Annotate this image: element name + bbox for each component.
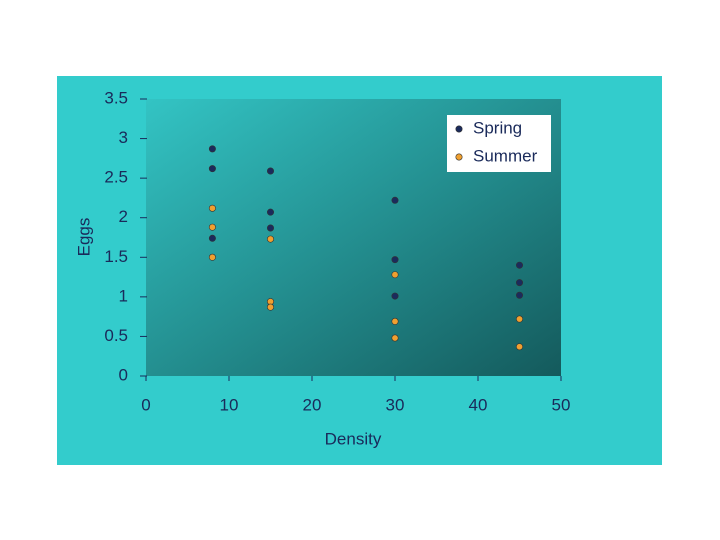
data-point bbox=[391, 334, 399, 342]
data-point bbox=[391, 292, 399, 300]
y-tick-label: 1 bbox=[119, 286, 128, 305]
y-tick-label: 0.5 bbox=[104, 326, 128, 345]
data-point bbox=[391, 271, 399, 279]
y-tick-label: 2.5 bbox=[104, 168, 128, 187]
y-tick-label: 1.5 bbox=[104, 247, 128, 266]
data-point bbox=[391, 256, 399, 264]
data-point bbox=[515, 291, 523, 299]
x-tick-label: 10 bbox=[220, 395, 239, 414]
data-point bbox=[208, 253, 216, 261]
legend-marker bbox=[455, 125, 463, 133]
x-tick-label: 0 bbox=[141, 395, 150, 414]
data-point bbox=[208, 204, 216, 212]
legend-box bbox=[447, 115, 551, 172]
data-point bbox=[515, 279, 523, 287]
data-point bbox=[266, 303, 274, 311]
data-point bbox=[266, 167, 274, 175]
legend-label: Spring bbox=[473, 118, 522, 137]
x-tick-label: 30 bbox=[386, 395, 405, 414]
x-axis-title: Density bbox=[325, 429, 382, 448]
x-tick-label: 40 bbox=[469, 395, 488, 414]
data-point bbox=[515, 261, 523, 269]
legend-marker bbox=[455, 153, 463, 161]
x-tick-label: 20 bbox=[303, 395, 322, 414]
data-point bbox=[515, 343, 523, 351]
y-axis-title: Eggs bbox=[74, 218, 93, 257]
data-point bbox=[208, 145, 216, 153]
data-point bbox=[208, 223, 216, 231]
data-point bbox=[208, 234, 216, 242]
legend-label: Summer bbox=[473, 146, 538, 165]
data-point bbox=[266, 224, 274, 232]
data-point bbox=[266, 235, 274, 243]
data-point bbox=[515, 315, 523, 323]
y-tick-label: 3 bbox=[119, 128, 128, 147]
x-tick-label: 50 bbox=[552, 395, 571, 414]
y-tick-label: 0 bbox=[119, 365, 128, 384]
y-tick-label: 2 bbox=[119, 207, 128, 226]
data-point bbox=[266, 208, 274, 216]
data-point bbox=[208, 165, 216, 173]
y-tick-label: 3.5 bbox=[104, 88, 128, 107]
data-point bbox=[391, 196, 399, 204]
data-point bbox=[391, 317, 399, 325]
